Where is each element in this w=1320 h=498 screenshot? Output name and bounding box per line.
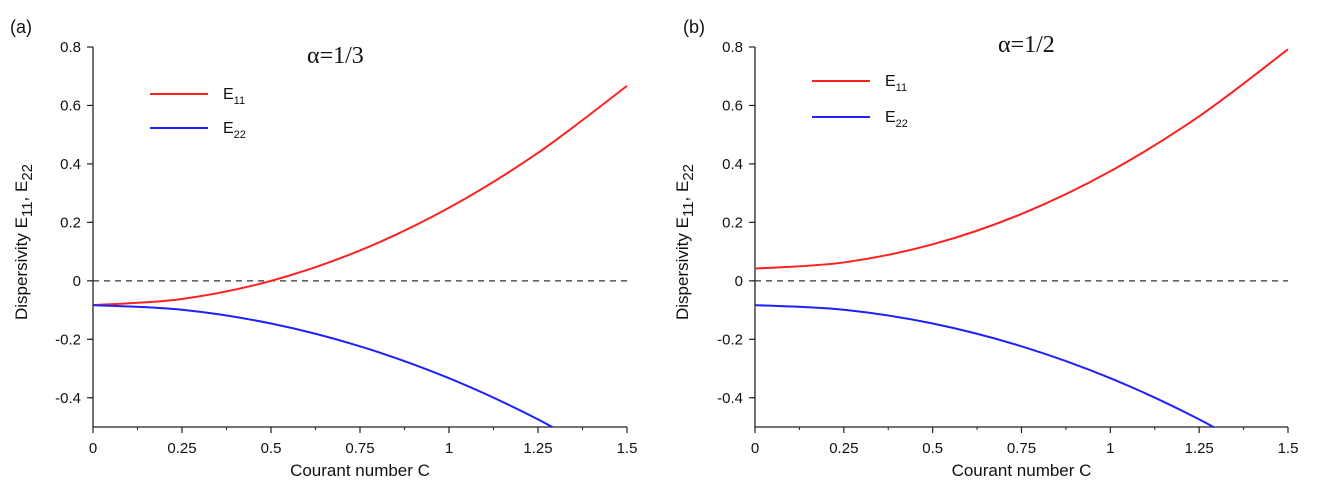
x-axis-title: Courant number C bbox=[290, 461, 430, 480]
x-tick-label: 1.25 bbox=[1185, 440, 1214, 457]
x-tick-label: 0.75 bbox=[345, 440, 374, 457]
x-tick-label: 1 bbox=[1106, 440, 1114, 457]
alpha-annotation: α=1/2 bbox=[998, 32, 1055, 58]
panel-label: (b) bbox=[683, 17, 705, 37]
x-tick-label: 0.5 bbox=[922, 440, 943, 457]
x-tick-label: 1.25 bbox=[523, 440, 552, 457]
x-tick-label: 1.5 bbox=[617, 440, 638, 457]
legend-label: E11 bbox=[885, 73, 907, 94]
y-tick-label: -0.4 bbox=[717, 390, 743, 407]
y-tick-label: 0.4 bbox=[60, 156, 81, 173]
y-tick-label: 0.8 bbox=[60, 39, 81, 56]
y-tick-label: 0.6 bbox=[60, 97, 81, 114]
series-line-e11 bbox=[93, 85, 628, 307]
x-tick-label: 0 bbox=[89, 440, 97, 457]
alpha-annotation: α=1/3 bbox=[307, 43, 364, 69]
x-tick-label: 1.5 bbox=[1278, 440, 1299, 457]
x-tick-label: 0.5 bbox=[261, 440, 282, 457]
x-tick-label: 1 bbox=[445, 440, 453, 457]
y-tick-label: 0 bbox=[735, 273, 743, 290]
y-tick-label: 0.4 bbox=[722, 156, 743, 173]
x-tick-label: 0 bbox=[751, 440, 759, 457]
x-axis-title: Courant number C bbox=[952, 461, 1092, 480]
y-tick-label: 0.8 bbox=[722, 39, 743, 56]
x-tick-label: 0.75 bbox=[1007, 440, 1036, 457]
panel-b: 0 0.25 0.5 0.75 1 1.25 1.5 -0.4 -0.2 0 0.2 0.4 0.6 0.… bbox=[673, 17, 1298, 480]
y-tick-label: 0.2 bbox=[60, 214, 81, 231]
y-tick-label: 0 bbox=[73, 273, 81, 290]
y-tick-label: -0.2 bbox=[55, 331, 81, 348]
x-tick-label: 0.25 bbox=[829, 440, 858, 457]
y-axis-title: Dispersivity E11, E22 bbox=[12, 164, 36, 320]
legend-label: E22 bbox=[223, 120, 246, 141]
series-line-e22 bbox=[755, 304, 1216, 427]
panel-a: 0 0.25 0.5 0.75 1 1.25 1.5 -0.4 -0.2 0 0.2 0.4 0.6 0.… bbox=[10, 17, 637, 480]
panel-label: (a) bbox=[10, 17, 32, 37]
y-tick-label: 0.2 bbox=[722, 214, 743, 231]
x-tick-label: 0.25 bbox=[167, 440, 196, 457]
y-tick-label: -0.4 bbox=[55, 390, 81, 407]
y-tick-label: 0.6 bbox=[722, 97, 743, 114]
series-line-e22 bbox=[93, 304, 555, 427]
legend-label: E22 bbox=[885, 109, 908, 130]
y-axis-title: Dispersivity E11, E22 bbox=[673, 164, 697, 320]
y-tick-label: -0.2 bbox=[717, 331, 743, 348]
series-line-e11 bbox=[755, 48, 1289, 270]
legend-label: E11 bbox=[223, 86, 245, 107]
